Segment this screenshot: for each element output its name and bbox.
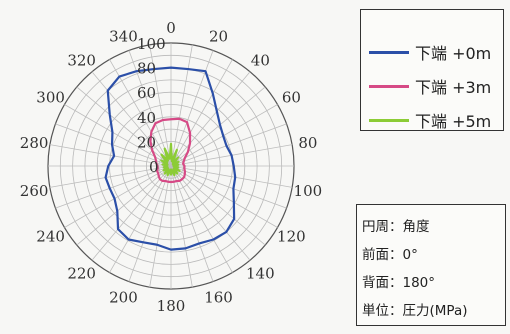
angle-tick-label: 180 [157, 297, 186, 315]
grid-spoke [170, 50, 214, 167]
grid-spoke [170, 71, 251, 167]
angle-tick-label: 80 [298, 134, 317, 152]
angle-tick-label: 280 [20, 134, 49, 152]
grid-spoke [170, 165, 278, 228]
grid-spoke [64, 104, 172, 167]
radius-tick-label: 80 [137, 60, 156, 78]
angle-tick-label: 140 [246, 264, 275, 282]
info-box: 円周：角度 前面：0° 背面：180° 単位：圧力(MPa) [356, 204, 506, 326]
grid-spoke [149, 44, 172, 167]
grid-spoke [170, 165, 251, 261]
series-line-3 [160, 142, 181, 177]
angle-tick-label: 20 [209, 27, 228, 45]
legend-label-series-2: 下端 +3m [415, 78, 492, 97]
grid-spoke [170, 123, 287, 167]
grid-spoke [91, 71, 172, 167]
series-line-1 [104, 66, 237, 251]
info-line-4: 単位：圧力(MPa) [362, 303, 468, 319]
legend-swatch-series-3 [369, 118, 409, 122]
grid-spoke [170, 165, 266, 246]
legend: 下端 +0m 下端 +3m 下端 +5m [360, 9, 504, 131]
grid-spoke [170, 165, 214, 282]
grid-spoke [49, 144, 172, 167]
angle-tick-label: 40 [251, 52, 270, 70]
angle-tick-label: 200 [109, 289, 138, 307]
radius-tick-label: 0 [149, 158, 159, 176]
angle-tick-label: 340 [109, 27, 138, 45]
grid-spoke [128, 165, 172, 282]
angle-tick-label: 100 [294, 182, 323, 200]
legend-label-series-1: 下端 +0m [415, 44, 492, 63]
grid-spoke [170, 104, 278, 167]
angle-tick-label: 240 [36, 228, 65, 246]
angle-tick-label: 260 [20, 182, 49, 200]
angle-tick-label: 220 [67, 264, 96, 282]
grid-spoke [109, 165, 172, 273]
grid-spoke [64, 165, 172, 228]
legend-label-series-3: 下端 +5m [415, 112, 492, 131]
grid-spoke [149, 165, 172, 288]
grid-spoke [170, 44, 193, 167]
radius-tick-label: 60 [137, 84, 156, 102]
grid-spoke [76, 165, 172, 246]
legend-item-series-2: 下端 +3m [369, 76, 492, 97]
radius-tick-label: 100 [137, 35, 166, 53]
grid-spoke [170, 165, 193, 288]
legend-item-series-3: 下端 +5m [369, 110, 492, 131]
grid-spoke [170, 165, 293, 188]
info-line-2: 前面：0° [362, 247, 418, 263]
info-line-3: 背面：180° [362, 275, 436, 291]
angle-tick-label: 300 [36, 89, 65, 107]
angle-tick-label: 0 [166, 19, 176, 37]
legend-swatch-series-2 [369, 84, 409, 88]
grid-spoke [128, 50, 172, 167]
grid-spoke [170, 165, 287, 209]
grid-spoke [49, 165, 172, 188]
info-line-1: 円周：角度 [362, 219, 430, 235]
angle-tick-label: 160 [204, 289, 233, 307]
angle-tick-label: 320 [67, 52, 96, 70]
legend-swatch-series-1 [369, 50, 409, 54]
grid-spoke [55, 165, 172, 209]
grid-spoke [91, 165, 172, 261]
grid-spoke [170, 59, 233, 167]
grid-spoke [170, 165, 233, 273]
series-line-2 [149, 117, 192, 184]
legend-item-series-1: 下端 +0m [369, 42, 492, 63]
angle-tick-label: 60 [282, 89, 301, 107]
angle-tick-label: 120 [277, 227, 306, 245]
radius-tick-label: 20 [137, 133, 156, 151]
radius-tick-label: 40 [137, 109, 156, 127]
grid-spoke [76, 86, 172, 167]
